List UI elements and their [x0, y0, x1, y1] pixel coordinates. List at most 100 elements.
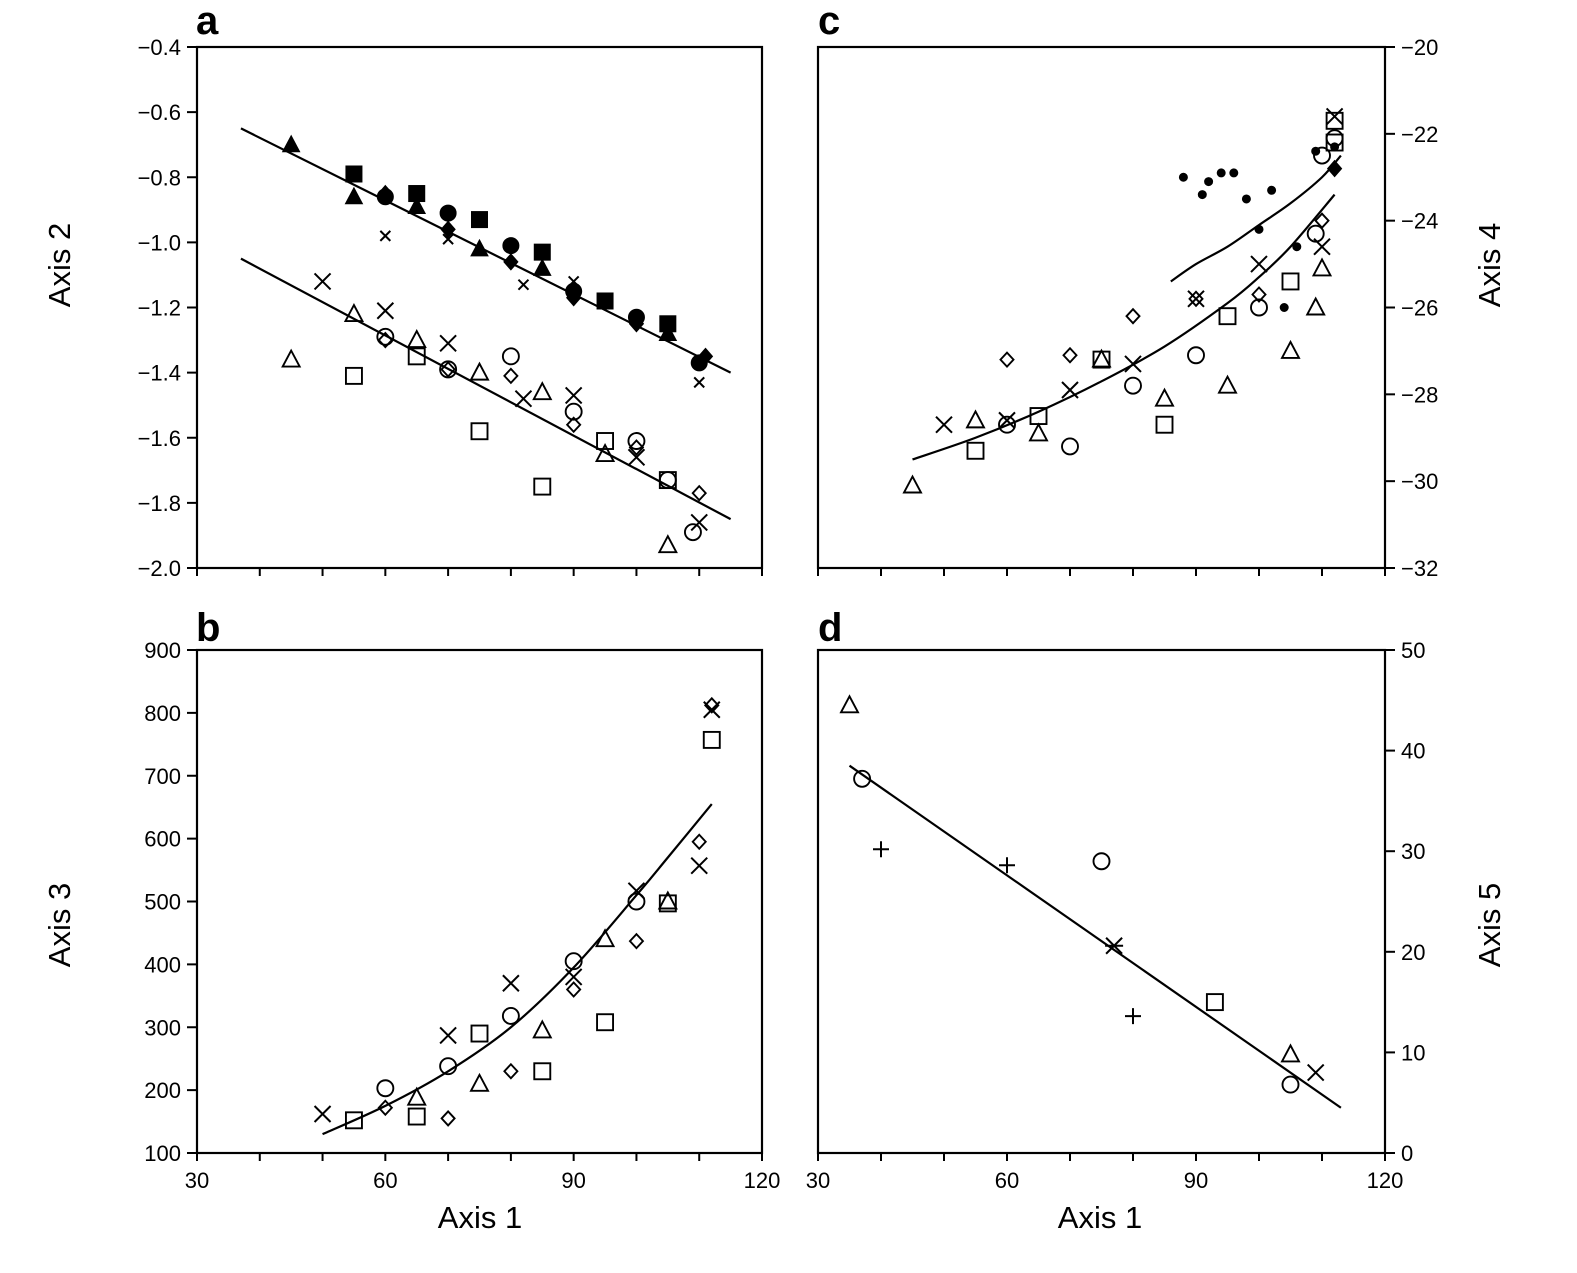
- panel-b-point-diamond: [565, 981, 582, 998]
- panel-a-point-square: [407, 347, 426, 366]
- panel-c-point-dot: [1197, 190, 1207, 200]
- panel-b-x-tick-label: 90: [561, 1168, 585, 1193]
- panel-a-point-square: [344, 366, 363, 385]
- panel-a-point-triangle: [406, 329, 427, 349]
- panel-a-point-x: [376, 302, 395, 320]
- panel-b: b 30 60 90 120 100 200 300 400 500 600 700 800 900 Axi…: [42, 606, 780, 1235]
- panel-c-point-triangle: [1311, 257, 1333, 277]
- panel-d-y-tick-label: 0: [1401, 1141, 1413, 1166]
- panel-d-point-plus: [999, 857, 1015, 874]
- panel-a-point-triangle: [343, 302, 365, 322]
- panel-a-point-diamond-filled: [697, 347, 714, 366]
- panel-c-fit-line: [912, 193, 1336, 461]
- panel-c-point-square: [1218, 307, 1237, 326]
- panel-a-y-tick-label: −1.6: [138, 426, 181, 451]
- panel-a-point-diamond: [503, 367, 519, 385]
- panel-c-point-circle: [1306, 224, 1325, 243]
- panel-d-letter: d: [818, 606, 842, 650]
- panel-c-point-triangle: [902, 474, 923, 494]
- panel-b-point-diamond: [628, 932, 645, 950]
- panel-c-point-triangle: [965, 409, 986, 429]
- panel-b-letter: b: [196, 606, 220, 650]
- panel-a-point-diamond: [440, 360, 456, 378]
- panel-c-point-x: [998, 411, 1016, 430]
- panel-a-point-x-small: [567, 275, 580, 288]
- panel-b-y-tick-label: 700: [144, 764, 181, 789]
- panel-c-point-dot: [1267, 185, 1277, 195]
- panel-d-y-tick-label: 40: [1401, 739, 1425, 764]
- panel-a-point-x-small: [517, 278, 530, 291]
- panel-c-point-circle: [1061, 437, 1079, 456]
- panel-c-point-dot: [1241, 194, 1251, 204]
- panel-b-point-square: [533, 1062, 552, 1081]
- panel-d-y-tick-label: 50: [1401, 638, 1425, 663]
- panel-c-point-dot: [1204, 177, 1214, 187]
- panel-d-y-axis-label: Axis 5: [1472, 883, 1507, 967]
- panel-a-point-diamond-filled: [566, 288, 582, 307]
- panel-b-x-tick-label: 120: [744, 1168, 781, 1193]
- panel-b-point-square: [407, 1107, 426, 1126]
- panel-b-point-triangle: [406, 1086, 427, 1106]
- panel-d-fit-line: [848, 764, 1342, 1109]
- panel-c-point-circle: [1250, 298, 1268, 317]
- panel-a-point-circle-filled: [439, 204, 457, 222]
- panel-a-y-axis-label: Axis 2: [42, 223, 77, 307]
- panel-c-point-dot: [1292, 242, 1302, 252]
- panel-c-y-tick-label: −24: [1401, 209, 1438, 234]
- panel-a-letter: a: [196, 0, 219, 43]
- panel-c-y-tick-label: −32: [1401, 556, 1438, 581]
- panel-a-point-square-filled: [659, 315, 677, 333]
- panel-c-point-triangle: [1305, 296, 1326, 316]
- panel-c-point-x: [1325, 107, 1344, 126]
- panel-c: c −20 −22 −24 −26 −28 −30 −32 Axis 4: [816, 0, 1507, 581]
- panel-c-point-triangle: [1028, 422, 1049, 442]
- panel-c-point-x: [1187, 290, 1205, 308]
- panel-c-point-square: [1325, 111, 1344, 130]
- panel-a-point-circle: [376, 327, 395, 346]
- panel-b-point-x: [502, 974, 520, 992]
- panel-c-point-triangle: [1280, 339, 1301, 359]
- panel-c-point-x: [935, 416, 953, 434]
- panel-a-point-square-filled: [345, 165, 363, 183]
- panel-c-point-diamond: [999, 351, 1015, 368]
- panel-a-y-tick-label: −1.8: [138, 491, 181, 516]
- panel-a-point-square-filled: [533, 243, 551, 261]
- panel-c-frame: [816, 45, 1387, 570]
- panel-b-point-square: [596, 1013, 615, 1032]
- panel-a-point-triangle: [281, 348, 302, 368]
- panel-a-point-diamond: [691, 484, 708, 502]
- panel-c-point-square: [966, 441, 985, 460]
- panel-c-letter: c: [818, 0, 840, 43]
- panel-c-point-triangle: [1091, 348, 1112, 368]
- panel-b-point-x: [313, 1105, 332, 1123]
- panel-a-point-triangle-filled: [658, 323, 678, 342]
- panel-c-point-square: [1029, 407, 1048, 425]
- panel-b-point-diamond: [440, 1110, 456, 1127]
- panel-a-point-circle: [564, 402, 583, 421]
- panel-a-y-tick-label: −0.4: [138, 35, 181, 60]
- panel-b-point-square: [344, 1111, 363, 1130]
- panel-a-point-x: [627, 448, 646, 466]
- panel-b-point-triangle: [657, 890, 678, 910]
- panel-a-y-tick-label: −1.2: [138, 296, 181, 321]
- panel-d-point-circle: [853, 769, 872, 788]
- panel-b-point-square: [658, 894, 677, 913]
- panel-b-point-triangle: [594, 928, 616, 948]
- panel-c-point-triangle: [1217, 374, 1238, 394]
- panel-c-point-dot: [1311, 146, 1321, 156]
- panel-d-point-x: [1306, 1063, 1325, 1082]
- panel-a-y-tick-label: −1.4: [138, 361, 181, 386]
- panel-a-point-square: [658, 471, 677, 490]
- panel-c-point-circle: [1124, 376, 1142, 395]
- panel-b-point-circle: [564, 952, 583, 971]
- panel-a-fit-line: [240, 127, 732, 374]
- panel-c-point-x: [1250, 255, 1268, 273]
- panel-a-point-x-small: [693, 376, 705, 389]
- panel-b-point-x: [439, 1026, 457, 1045]
- panel-b-point-diamond: [691, 833, 708, 851]
- panel-a-y-tick-label: −1.0: [138, 230, 181, 255]
- panel-b-point-triangle: [469, 1072, 490, 1092]
- panel-c-point-circle: [1187, 346, 1205, 365]
